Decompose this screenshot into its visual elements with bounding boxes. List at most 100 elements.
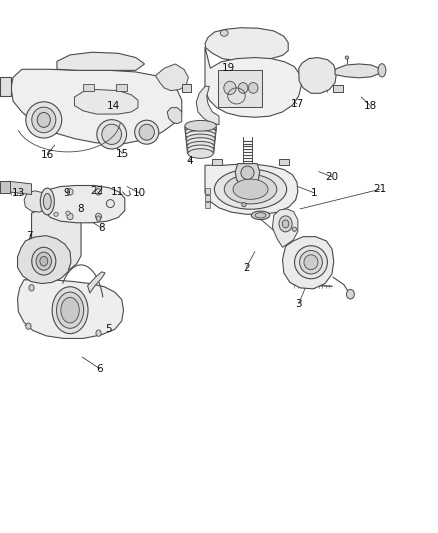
Text: 1: 1 bbox=[311, 188, 318, 198]
Ellipse shape bbox=[102, 124, 121, 144]
Polygon shape bbox=[218, 70, 262, 107]
Ellipse shape bbox=[57, 292, 84, 328]
Text: 18: 18 bbox=[364, 101, 377, 110]
Polygon shape bbox=[44, 185, 125, 223]
Ellipse shape bbox=[242, 203, 246, 207]
Ellipse shape bbox=[224, 81, 236, 95]
Polygon shape bbox=[11, 69, 182, 144]
Text: 5: 5 bbox=[105, 325, 112, 334]
Ellipse shape bbox=[185, 120, 216, 131]
Ellipse shape bbox=[29, 285, 34, 291]
Text: 9: 9 bbox=[63, 188, 70, 198]
Text: 21: 21 bbox=[374, 184, 387, 194]
Polygon shape bbox=[283, 237, 334, 289]
Polygon shape bbox=[335, 64, 379, 78]
Text: 8: 8 bbox=[78, 204, 85, 214]
Polygon shape bbox=[18, 280, 124, 338]
Ellipse shape bbox=[54, 212, 58, 216]
Ellipse shape bbox=[185, 127, 216, 136]
Polygon shape bbox=[299, 58, 336, 93]
Ellipse shape bbox=[346, 289, 354, 299]
Polygon shape bbox=[272, 209, 298, 247]
Ellipse shape bbox=[186, 134, 215, 144]
Ellipse shape bbox=[187, 141, 214, 151]
Ellipse shape bbox=[248, 83, 258, 93]
Ellipse shape bbox=[40, 256, 48, 266]
Ellipse shape bbox=[187, 145, 214, 155]
Text: 3: 3 bbox=[295, 299, 302, 309]
Polygon shape bbox=[279, 159, 289, 165]
Polygon shape bbox=[116, 84, 127, 91]
Polygon shape bbox=[74, 90, 138, 114]
Polygon shape bbox=[182, 84, 191, 92]
Ellipse shape bbox=[26, 102, 62, 138]
Ellipse shape bbox=[186, 131, 215, 140]
Ellipse shape bbox=[32, 107, 56, 133]
Ellipse shape bbox=[52, 287, 88, 334]
Ellipse shape bbox=[279, 216, 292, 232]
Text: 13: 13 bbox=[12, 188, 25, 198]
Ellipse shape bbox=[300, 251, 322, 274]
Polygon shape bbox=[205, 47, 301, 117]
Polygon shape bbox=[88, 272, 105, 293]
Text: 15: 15 bbox=[116, 149, 129, 158]
Text: 6: 6 bbox=[96, 364, 103, 374]
Text: 22: 22 bbox=[91, 186, 104, 196]
Ellipse shape bbox=[294, 246, 327, 279]
Polygon shape bbox=[205, 188, 210, 194]
Text: 2: 2 bbox=[243, 263, 250, 272]
Ellipse shape bbox=[32, 247, 56, 275]
Ellipse shape bbox=[67, 213, 73, 220]
Text: 4: 4 bbox=[186, 156, 193, 166]
Ellipse shape bbox=[96, 216, 101, 221]
Ellipse shape bbox=[96, 330, 101, 336]
Ellipse shape bbox=[220, 30, 228, 36]
Polygon shape bbox=[57, 52, 145, 70]
Ellipse shape bbox=[378, 63, 386, 77]
Polygon shape bbox=[196, 86, 219, 125]
Text: 20: 20 bbox=[325, 172, 339, 182]
Ellipse shape bbox=[97, 119, 127, 149]
Polygon shape bbox=[212, 159, 222, 165]
Text: 11: 11 bbox=[111, 187, 124, 197]
Ellipse shape bbox=[40, 188, 54, 215]
Text: 19: 19 bbox=[222, 63, 235, 73]
Polygon shape bbox=[205, 195, 210, 201]
Polygon shape bbox=[18, 236, 71, 284]
Polygon shape bbox=[235, 164, 260, 187]
Ellipse shape bbox=[238, 83, 248, 93]
Ellipse shape bbox=[224, 174, 277, 204]
Ellipse shape bbox=[188, 149, 213, 158]
Ellipse shape bbox=[187, 138, 215, 147]
Ellipse shape bbox=[95, 189, 102, 195]
Ellipse shape bbox=[61, 297, 79, 323]
Ellipse shape bbox=[43, 193, 51, 209]
Polygon shape bbox=[83, 84, 94, 91]
Ellipse shape bbox=[26, 323, 31, 329]
Text: 16: 16 bbox=[41, 150, 54, 159]
Ellipse shape bbox=[345, 56, 349, 59]
Polygon shape bbox=[24, 191, 44, 212]
Text: 17: 17 bbox=[290, 99, 304, 109]
Ellipse shape bbox=[304, 255, 318, 270]
Polygon shape bbox=[167, 108, 182, 124]
Ellipse shape bbox=[36, 252, 52, 270]
Ellipse shape bbox=[251, 211, 270, 220]
Polygon shape bbox=[155, 64, 188, 91]
Text: 10: 10 bbox=[133, 188, 146, 198]
Ellipse shape bbox=[185, 123, 216, 133]
Polygon shape bbox=[205, 28, 288, 61]
Ellipse shape bbox=[139, 124, 154, 140]
Polygon shape bbox=[205, 164, 298, 214]
Text: 14: 14 bbox=[106, 101, 120, 110]
Polygon shape bbox=[0, 77, 11, 96]
Text: 8: 8 bbox=[98, 223, 105, 233]
Ellipse shape bbox=[255, 213, 266, 218]
Polygon shape bbox=[9, 181, 32, 195]
Ellipse shape bbox=[214, 169, 287, 209]
Ellipse shape bbox=[37, 112, 50, 127]
Ellipse shape bbox=[67, 189, 73, 195]
Ellipse shape bbox=[241, 166, 254, 179]
Polygon shape bbox=[32, 204, 81, 271]
Polygon shape bbox=[333, 85, 343, 92]
